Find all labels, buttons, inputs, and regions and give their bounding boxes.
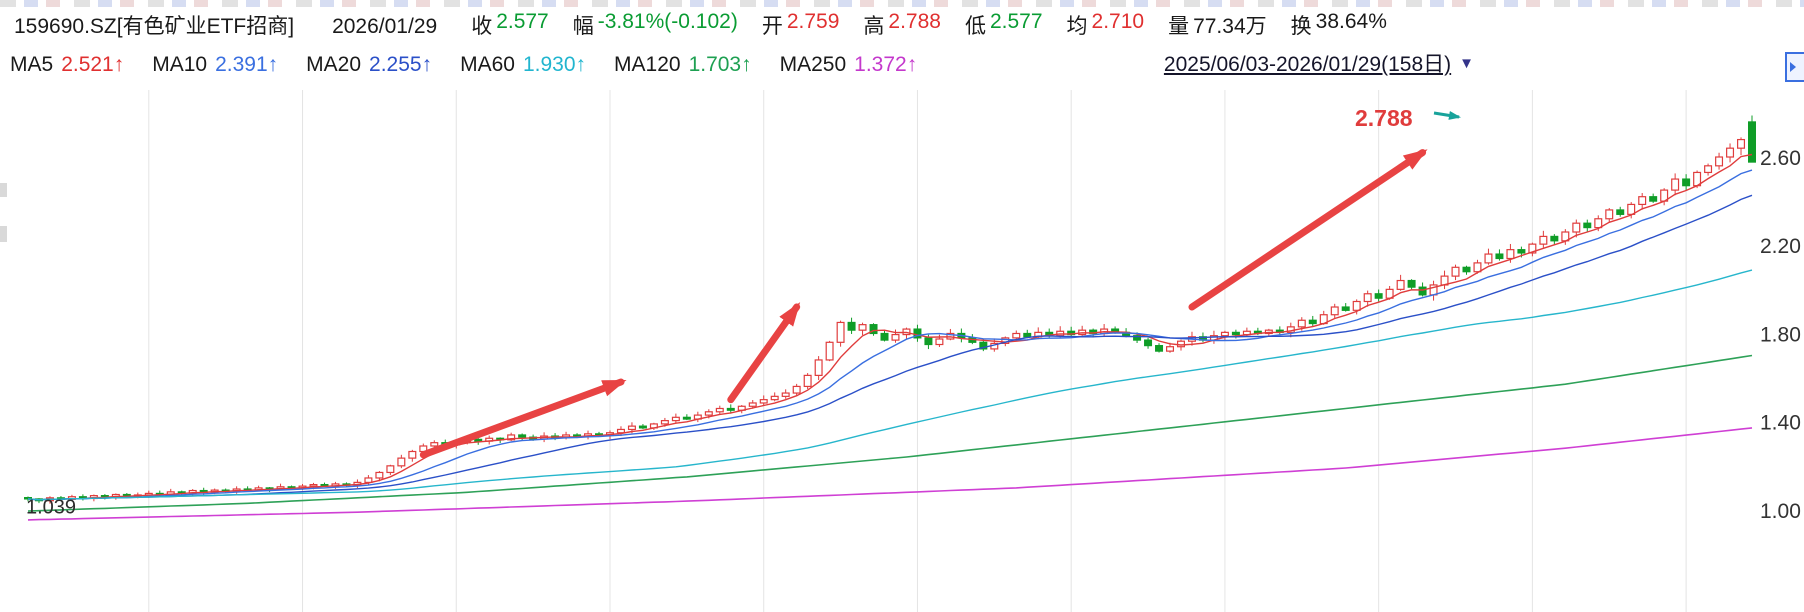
quote-field-turnover: 换 38.64%	[1290, 10, 1387, 38]
ma-line-MA5	[27, 153, 1753, 501]
ma250-legend: MA250 1.372↑	[779, 53, 918, 76]
quote-header: 159690.SZ[有色矿业ETF招商] 2026/01/29 收 2.577 幅…	[14, 10, 1387, 40]
candles-layer	[24, 115, 1756, 504]
symbol-title: 159690.SZ[有色矿业ETF招商]	[14, 15, 295, 38]
trend-arrows	[419, 149, 1428, 459]
ma10-legend: MA10 2.391↑	[152, 53, 279, 76]
y-axis-label: 1.00	[1760, 500, 1801, 523]
ma-line-MA250	[27, 427, 1753, 521]
quote-field-avg: 均 2.710	[1066, 10, 1145, 38]
chevron-down-icon[interactable]: ▼	[1459, 54, 1474, 72]
kline-chart[interactable]: 2.60 2.20 1.80 1.40 1.00 2.788 1.039	[0, 90, 1804, 612]
date-range-selector[interactable]: 2025/06/03-2026/01/29(158日) ▼	[1164, 48, 1474, 78]
period-low-label: 1.039	[26, 496, 76, 518]
quote-field-low: 低 2.577	[964, 10, 1043, 38]
quote-field-close: 收 2.577	[471, 10, 549, 38]
ma-lines	[27, 153, 1753, 521]
ma-line-MA120	[27, 354, 1753, 512]
peak-pointer-icon	[1433, 110, 1461, 120]
date-range-label[interactable]: 2025/06/03-2026/01/29(158日)	[1163, 53, 1452, 76]
y-axis-labels: 2.60 2.20 1.80 1.40 1.00	[1760, 147, 1801, 523]
ma120-legend: MA120 1.703↑	[614, 53, 752, 76]
quote-field-open: 开 2.759	[761, 10, 840, 38]
quote-field-volume: 量 77.34万	[1168, 15, 1267, 38]
y-axis-label: 2.20	[1760, 235, 1801, 258]
ma-line-MA20	[27, 194, 1753, 501]
ma20-legend: MA20 2.255↑	[306, 53, 433, 76]
ma60-legend: MA60 1.930↑	[460, 53, 587, 76]
ma-legend-bar: MA5 2.521↑ MA10 2.391↑ MA20 2.255↑ MA60 1.93…	[10, 48, 1804, 78]
ma5-legend: MA5 2.521↑	[10, 53, 125, 76]
peak-price-label: 2.788	[1355, 105, 1413, 131]
y-axis-label: 2.60	[1760, 147, 1801, 170]
left-edge-fragment	[0, 183, 7, 197]
quote-date: 2026/01/29	[332, 15, 438, 38]
y-axis-label: 1.40	[1760, 412, 1801, 435]
y-axis-label: 1.80	[1760, 323, 1801, 346]
ma-line-MA10	[27, 169, 1753, 501]
right-edge-button[interactable]	[1785, 52, 1804, 82]
clipped-toolbar-strip	[0, 0, 1804, 7]
quote-field-high: 高 2.788	[863, 10, 941, 38]
ma-line-MA60	[27, 269, 1753, 501]
quote-field-change: 幅 -3.81%(-0.102)	[572, 10, 738, 38]
left-edge-fragment	[0, 226, 7, 242]
grid-lines	[148, 90, 1687, 612]
